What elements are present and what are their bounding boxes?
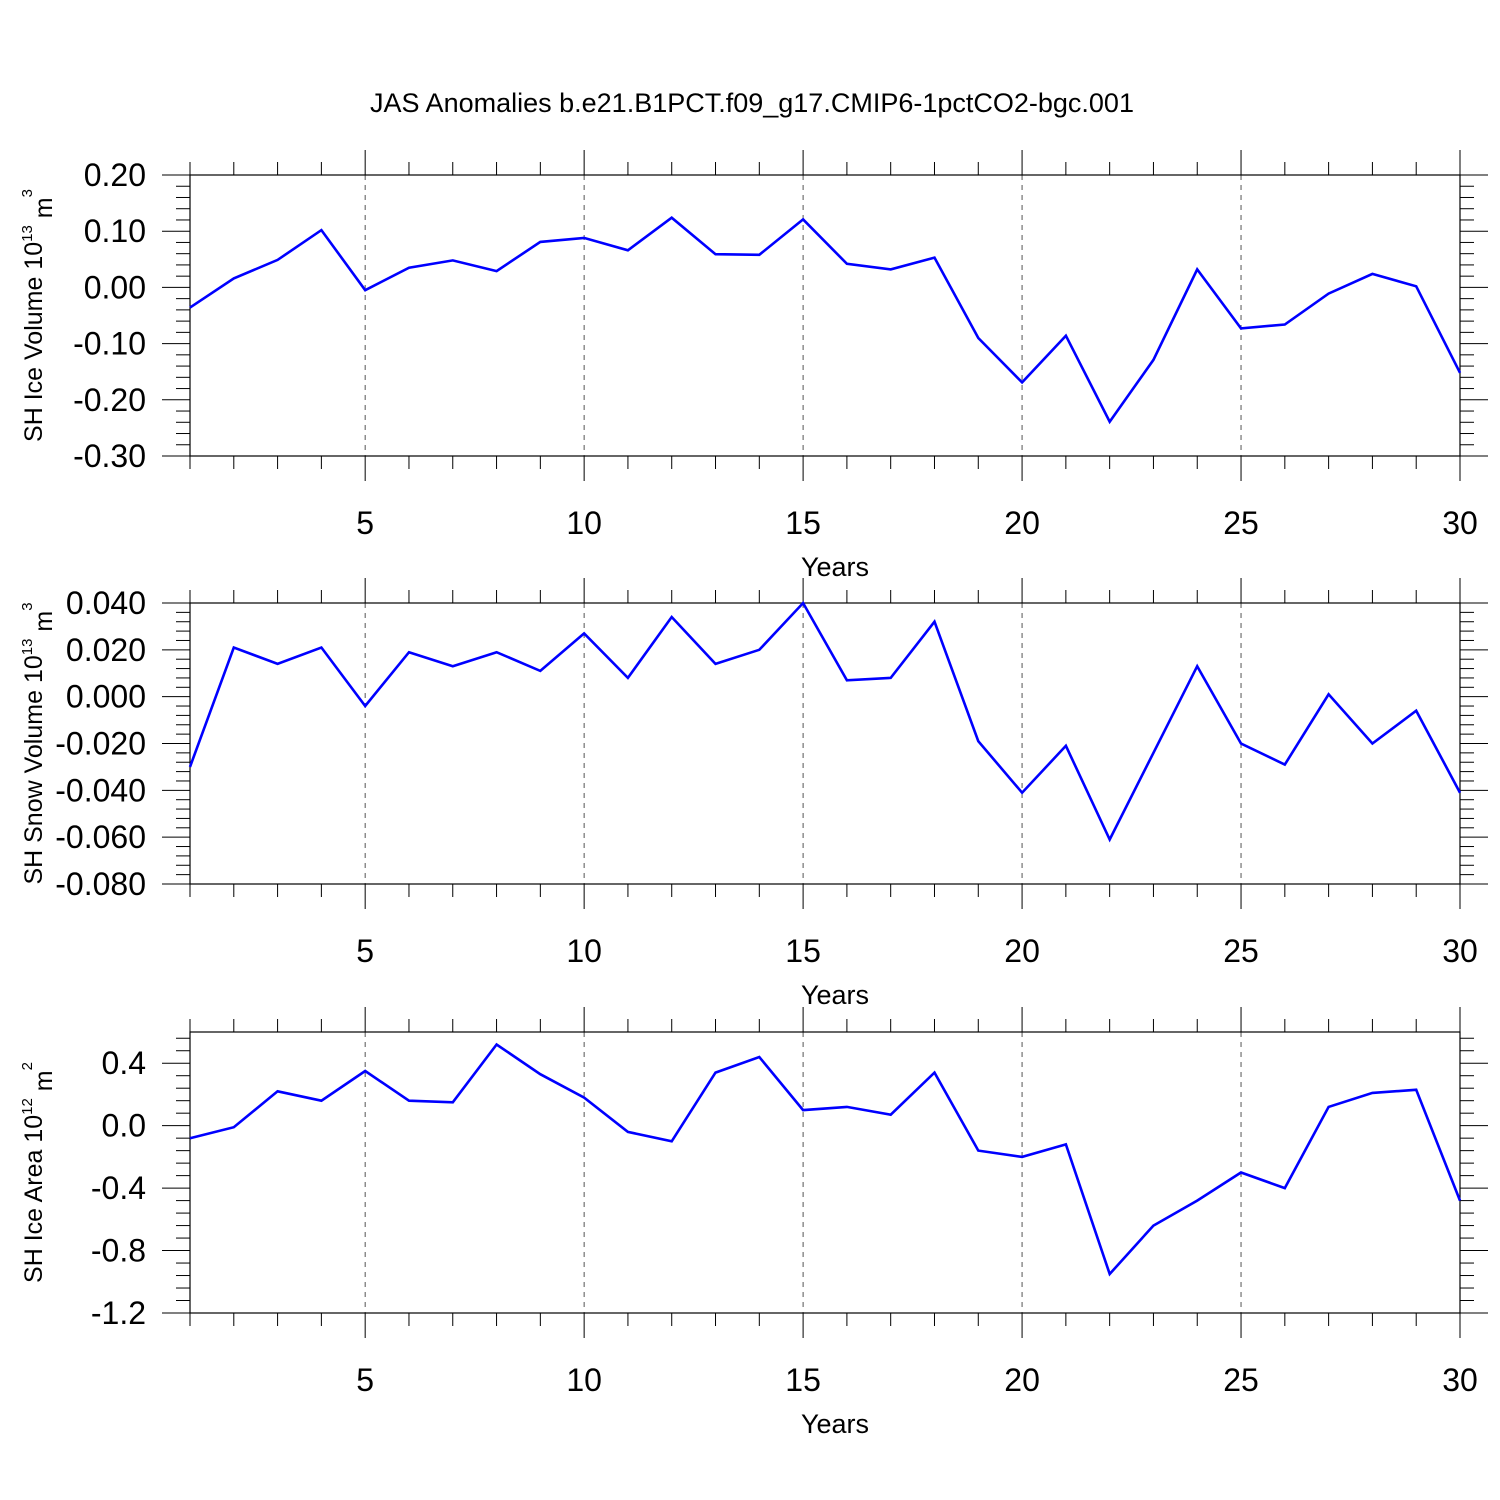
x-tick-label: 30 bbox=[1442, 933, 1478, 969]
x-tick-label: 15 bbox=[785, 1362, 821, 1398]
y-tick-label: -0.8 bbox=[91, 1233, 146, 1269]
y-tick-label: 0.20 bbox=[84, 157, 146, 193]
y-tick-label: -0.060 bbox=[55, 819, 146, 855]
x-tick-label: 5 bbox=[356, 1362, 374, 1398]
panel-1: 5 10 15 20 25 30 Years -0.30 -0.20 -0.10 0.00 0.10 0… bbox=[19, 150, 1488, 582]
panel-2: 5 10 15 20 25 30 Years -0.080 -0.060 -0.040 -0.020… bbox=[19, 578, 1488, 1010]
plot-frame bbox=[189, 602, 1461, 885]
y-tick-label: -0.30 bbox=[73, 438, 146, 474]
y-tick-label: -0.080 bbox=[55, 866, 146, 902]
x-tick-label: 20 bbox=[1004, 505, 1040, 541]
figure-title: JAS Anomalies b.e21.B1PCT.f09_g17.CMIP6-… bbox=[370, 88, 1134, 118]
x-tick-label: 15 bbox=[785, 933, 821, 969]
x-tick-label: 10 bbox=[566, 505, 602, 541]
y-tick-label: 0.020 bbox=[66, 632, 146, 668]
x-axis-label: Years bbox=[801, 1409, 869, 1439]
y-tick-label: -0.020 bbox=[55, 726, 146, 762]
plot-frame bbox=[189, 174, 1461, 457]
series-line bbox=[189, 1042, 1462, 1277]
series-line bbox=[189, 216, 1462, 425]
x-tick-label: 25 bbox=[1223, 933, 1259, 969]
x-tick-label: 10 bbox=[566, 1362, 602, 1398]
y-tick-label: 0.040 bbox=[66, 585, 146, 621]
y-tick-label: -0.4 bbox=[91, 1170, 146, 1206]
x-tick-label: 25 bbox=[1223, 505, 1259, 541]
y-axis-label: SH Ice Area 1012 m2 bbox=[19, 1062, 58, 1283]
x-tick-label: 20 bbox=[1004, 933, 1040, 969]
y-tick-label: -1.2 bbox=[91, 1295, 146, 1331]
x-tick-label: 20 bbox=[1004, 1362, 1040, 1398]
y-tick-label: -0.20 bbox=[73, 382, 146, 418]
panel-3: 5 10 15 20 25 30 Years -1.2 -0.8 -0.4 0.0 0.4 SH Ice… bbox=[19, 1007, 1488, 1439]
y-axis-label: SH Snow Volume 1013 m3 bbox=[19, 602, 58, 884]
x-axis-label: Years bbox=[801, 552, 869, 582]
y-tick-label: 0.0 bbox=[102, 1108, 146, 1144]
plot-frame bbox=[189, 1031, 1461, 1314]
x-tick-label: 25 bbox=[1223, 1362, 1259, 1398]
x-tick-label: 15 bbox=[785, 505, 821, 541]
x-axis-label: Years bbox=[801, 980, 869, 1010]
y-tick-label: 0.00 bbox=[84, 269, 146, 305]
x-tick-label: 30 bbox=[1442, 1362, 1478, 1398]
y-tick-label: 0.10 bbox=[84, 213, 146, 249]
y-tick-label: -0.10 bbox=[73, 326, 146, 362]
y-tick-label: 0.000 bbox=[66, 679, 146, 715]
x-tick-label: 30 bbox=[1442, 505, 1478, 541]
x-tick-label: 5 bbox=[356, 933, 374, 969]
y-tick-label: 0.4 bbox=[102, 1045, 146, 1081]
y-axis-label: SH Ice Volume 1013 m3 bbox=[19, 189, 58, 442]
series-line bbox=[188, 600, 1462, 843]
x-tick-label: 10 bbox=[566, 933, 602, 969]
y-tick-label: -0.040 bbox=[55, 772, 146, 808]
x-tick-label: 5 bbox=[356, 505, 374, 541]
